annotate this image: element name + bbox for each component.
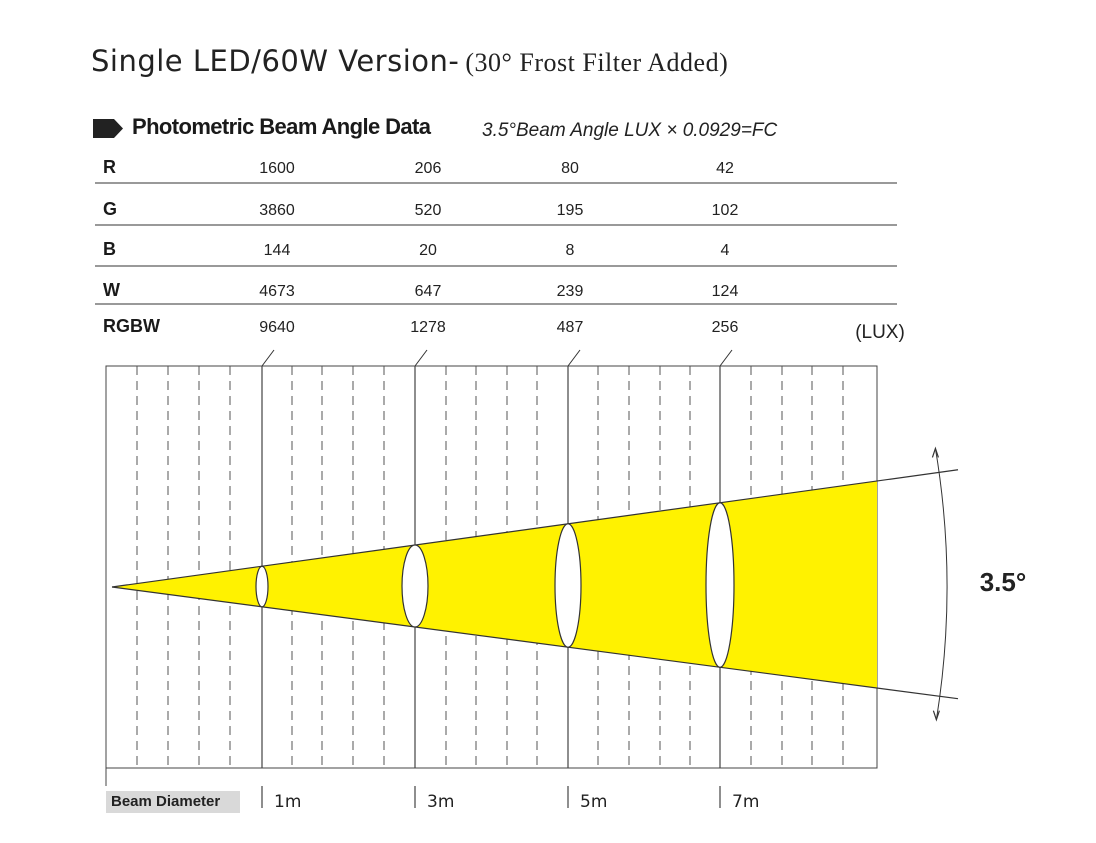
table-row-label: R (103, 157, 116, 177)
beam-cone: 3.5° (111, 446, 1027, 722)
value-leader-line (414, 349, 428, 367)
beam-cross-section (255, 565, 269, 608)
arc-arrow-top-icon (931, 446, 939, 458)
table-cell-value: 206 (415, 160, 442, 177)
table-cell-value: 239 (557, 283, 584, 300)
table-cell-value: 9640 (259, 319, 295, 336)
table-cell-value: 124 (712, 283, 739, 300)
table-cell-value: 4 (721, 242, 730, 259)
beam-angle-label: 3.5° (980, 567, 1027, 597)
table-row-label: B (103, 239, 116, 259)
table-cell-value: 80 (561, 160, 579, 177)
beam-fill (112, 481, 877, 688)
value-leader-line (261, 349, 275, 367)
table-cell-value: 1600 (259, 160, 295, 177)
page-title: Single LED/60W Version- (30° Frost Filter… (91, 44, 728, 78)
value-leader-line (567, 349, 581, 367)
beam-edge-bottom (111, 586, 959, 700)
table-cell-value: 195 (557, 202, 584, 219)
table-cell-value: 4673 (259, 283, 295, 300)
table-cell-value: 520 (415, 202, 442, 219)
beam-cross-section (401, 544, 429, 628)
title-filter-note: (30° Frost Filter Added) (465, 48, 729, 77)
beam-formula: 3.5°Beam Angle LUX × 0.0929=FC (482, 120, 778, 141)
distance-label: 3m (427, 792, 454, 812)
beam-angle-arc (934, 448, 948, 720)
table-row-label: G (103, 199, 117, 219)
beam-diameter-badge: Beam Diameter (106, 791, 240, 813)
beam-cross-section (554, 523, 582, 648)
table-cell-value: 20 (419, 242, 437, 259)
beam-cross-section (705, 502, 735, 668)
table-cell-value: 647 (415, 283, 442, 300)
table-cell-value: 8 (566, 242, 575, 259)
table-cell-value: 487 (557, 319, 584, 336)
distance-axis: 1m 3m 5m 7m (105, 768, 759, 812)
lux-unit-label: (LUX) (855, 322, 905, 343)
table-cell-value: 42 (716, 160, 734, 177)
table-row-label: W (103, 280, 120, 300)
beam-edge-top (111, 469, 959, 588)
table-cell-value: 256 (712, 319, 739, 336)
arc-arrow-bottom-icon (932, 710, 940, 722)
value-leader-line (719, 349, 733, 367)
distance-label: 7m (732, 792, 759, 812)
section-heading: Photometric Beam Angle Data (132, 114, 431, 139)
table-cell-value: 3860 (259, 202, 295, 219)
table-cell-value: 102 (712, 202, 739, 219)
distance-label: 1m (274, 792, 301, 812)
beam-grid (105, 365, 878, 769)
beam-diameter-label: Beam Diameter (111, 793, 221, 810)
table-cell-value: 1278 (410, 319, 446, 336)
table-cell-value: 144 (264, 242, 291, 259)
distance-label: 5m (580, 792, 607, 812)
photometric-table: R 1600 206 80 42 G 3860 520 195 102 B 144 20 8 4 W 4673 6… (95, 157, 905, 367)
section-bullet-icon (93, 119, 123, 138)
table-row-label: RGBW (103, 316, 160, 336)
title-main: Single LED/60W Version- (91, 44, 460, 78)
